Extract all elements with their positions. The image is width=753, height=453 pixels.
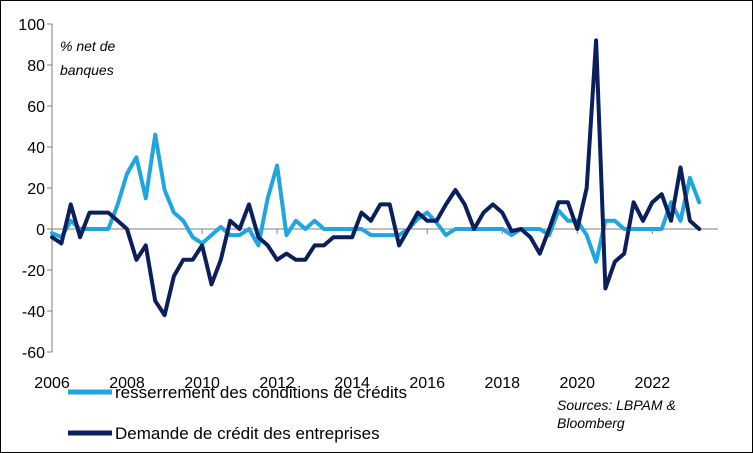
x-tick-label: 2020 [559,375,595,392]
x-tick-label: 2012 [259,375,295,392]
y-tick-label: -20 [22,263,45,280]
y-tick-label: 60 [27,99,45,116]
x-axis: 2006 2008 2010 2012 2014 2016 2018 2020 2022 [34,228,718,392]
legend: resserrement des conditions de crédits D… [68,383,407,443]
series-line-1 [50,38,702,318]
y-tick-label: 100 [18,17,45,34]
y-unit-note-line-2: banques [60,62,114,78]
source-note-line-1: Sources: LBPAM & [557,397,676,413]
x-tick-label: 2008 [109,375,145,392]
y-axis: -60 -40 -20 0 20 40 60 80 100 [18,17,53,362]
x-tick-label: 2022 [635,375,671,392]
y-tick-label: 40 [27,140,45,157]
y-tick-label: -40 [22,304,45,321]
y-unit-note-line-1: % net de [60,38,115,54]
y-tick-label: 0 [36,222,45,239]
source-note-line-2: Bloomberg [557,415,625,431]
x-tick-label: 2016 [409,375,445,392]
y-tick-label: -60 [22,345,45,362]
legend-label-resserrement: resserrement des conditions de crédits [115,383,407,402]
x-tick-label: 2014 [334,375,370,392]
x-tick-label: 2010 [184,375,220,392]
x-tick-label: 2018 [484,375,520,392]
y-tick-label: 20 [27,181,45,198]
series-line-0 [50,132,702,264]
series-layer [50,38,702,318]
x-tick-label: 2006 [34,375,70,392]
legend-label-demande: Demande de crédit des entreprises [115,424,380,443]
y-tick-label: 80 [27,58,45,75]
